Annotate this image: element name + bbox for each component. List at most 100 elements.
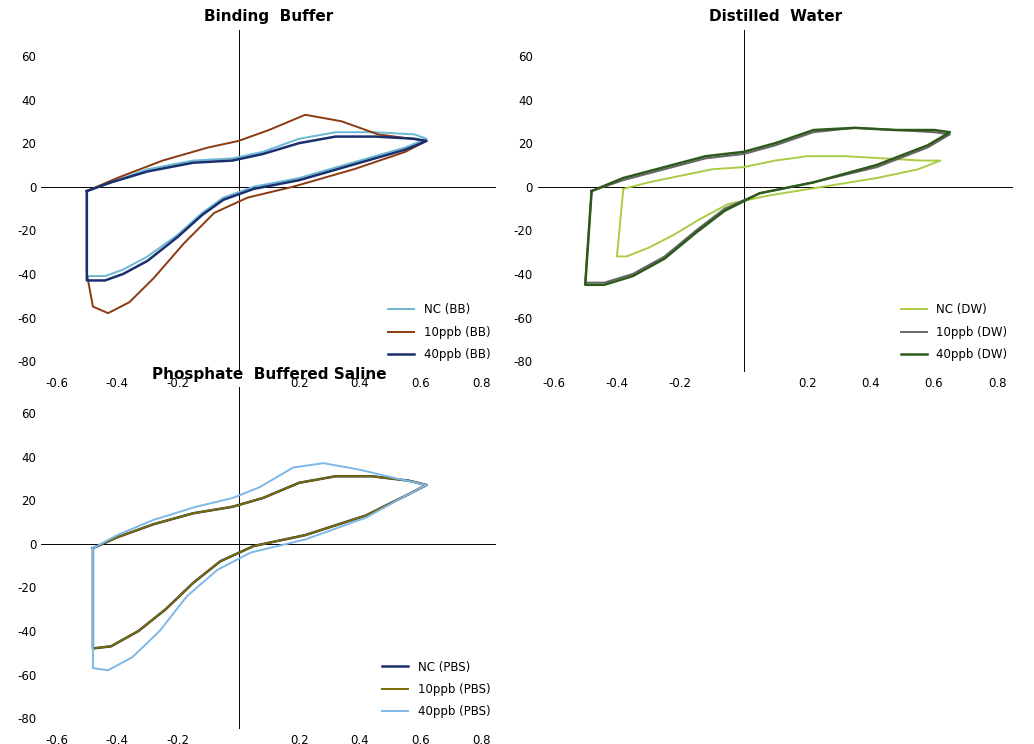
40ppb (PBS)	[87, 544, 99, 553]
10ppb (PBS)	[87, 544, 99, 553]
40ppb (DW)	[585, 187, 598, 196]
NC (BB)	[293, 173, 305, 182]
10ppb (DW)	[754, 189, 766, 198]
10ppb (BB)	[399, 147, 412, 156]
10ppb (DW)	[769, 141, 782, 150]
NC (PBS)	[256, 493, 269, 502]
NC (BB)	[399, 143, 412, 152]
40ppb (PBS)	[148, 516, 160, 525]
10ppb (BB)	[233, 136, 245, 145]
NC (PBS)	[87, 644, 99, 653]
NC (BB)	[104, 178, 117, 187]
40ppb (BB)	[293, 138, 305, 147]
NC (PBS)	[247, 542, 260, 551]
40ppb (DW)	[579, 280, 591, 289]
10ppb (BB)	[102, 309, 115, 318]
40ppb (BB)	[399, 145, 412, 154]
40ppb (DW)	[700, 152, 712, 161]
40ppb (BB)	[81, 187, 93, 196]
NC (PBS)	[360, 511, 372, 520]
10ppb (BB)	[208, 208, 220, 217]
40ppb (PBS)	[153, 626, 165, 635]
40ppb (BB)	[330, 132, 342, 141]
10ppb (DW)	[737, 150, 750, 158]
NC (PBS)	[299, 530, 311, 539]
NC (BB)	[354, 156, 366, 165]
40ppb (DW)	[659, 254, 671, 263]
10ppb (BB)	[372, 130, 385, 139]
NC (BB)	[117, 265, 129, 274]
10ppb (PBS)	[299, 530, 311, 539]
40ppb (BB)	[256, 150, 269, 158]
Line: 10ppb (BB): 10ppb (BB)	[87, 115, 427, 313]
NC (BB)	[142, 252, 154, 261]
40ppb (PBS)	[317, 459, 330, 468]
40ppb (BB)	[81, 187, 93, 196]
Title: Distilled  Water: Distilled Water	[709, 10, 842, 25]
40ppb (PBS)	[126, 652, 139, 661]
10ppb (DW)	[808, 128, 820, 137]
10ppb (PBS)	[187, 509, 200, 518]
Legend: NC (BB), 10ppb (BB), 40ppb (BB): NC (BB), 10ppb (BB), 40ppb (BB)	[384, 299, 495, 366]
10ppb (BB)	[335, 117, 347, 126]
NC (DW)	[839, 152, 851, 161]
40ppb (BB)	[408, 134, 421, 143]
NC (PBS)	[148, 520, 160, 529]
40ppb (DW)	[849, 124, 861, 132]
Line: 10ppb (DW): 10ppb (DW)	[585, 128, 950, 283]
40ppb (DW)	[719, 206, 731, 215]
NC (DW)	[871, 173, 883, 182]
40ppb (DW)	[927, 126, 940, 135]
10ppb (DW)	[871, 163, 883, 172]
NC (BB)	[247, 182, 260, 191]
NC (BB)	[81, 187, 93, 196]
40ppb (PBS)	[181, 591, 193, 600]
40ppb (BB)	[81, 276, 93, 285]
NC (PBS)	[132, 626, 145, 635]
40ppb (DW)	[659, 163, 671, 172]
10ppb (PBS)	[148, 520, 160, 529]
40ppb (DW)	[921, 141, 934, 150]
10ppb (DW)	[890, 126, 903, 135]
10ppb (PBS)	[399, 491, 412, 500]
40ppb (BB)	[142, 167, 154, 176]
40ppb (DW)	[690, 228, 702, 237]
10ppb (DW)	[585, 187, 598, 196]
40ppb (PBS)	[286, 463, 299, 472]
40ppb (BB)	[354, 158, 366, 167]
10ppb (DW)	[944, 130, 956, 139]
40ppb (DW)	[769, 138, 782, 147]
10ppb (DW)	[921, 143, 934, 152]
Legend: NC (PBS), 10ppb (PBS), 40ppb (PBS): NC (PBS), 10ppb (PBS), 40ppb (PBS)	[377, 656, 495, 723]
10ppb (DW)	[659, 165, 671, 174]
NC (DW)	[769, 156, 782, 165]
40ppb (BB)	[117, 269, 129, 278]
40ppb (BB)	[187, 158, 200, 167]
40ppb (PBS)	[87, 544, 99, 553]
NC (PBS)	[111, 533, 123, 542]
NC (PBS)	[159, 605, 172, 614]
NC (PBS)	[187, 509, 200, 518]
Title: Binding  Buffer: Binding Buffer	[204, 10, 333, 25]
NC (BB)	[81, 187, 93, 196]
40ppb (DW)	[808, 178, 820, 187]
NC (PBS)	[87, 544, 99, 553]
10ppb (BB)	[81, 187, 93, 196]
NC (PBS)	[87, 544, 99, 553]
40ppb (BB)	[99, 276, 112, 285]
40ppb (PBS)	[211, 565, 223, 574]
40ppb (DW)	[754, 189, 766, 198]
40ppb (PBS)	[244, 548, 256, 557]
40ppb (PBS)	[354, 465, 366, 474]
10ppb (DW)	[849, 124, 861, 132]
NC (BB)	[256, 147, 269, 156]
10ppb (BB)	[156, 156, 169, 165]
10ppb (DW)	[585, 187, 598, 196]
10ppb (PBS)	[87, 544, 99, 553]
NC (PBS)	[330, 472, 342, 481]
10ppb (BB)	[81, 187, 93, 196]
10ppb (DW)	[659, 252, 671, 261]
NC (BB)	[81, 187, 93, 196]
40ppb (BB)	[104, 178, 117, 187]
NC (DW)	[763, 191, 776, 200]
